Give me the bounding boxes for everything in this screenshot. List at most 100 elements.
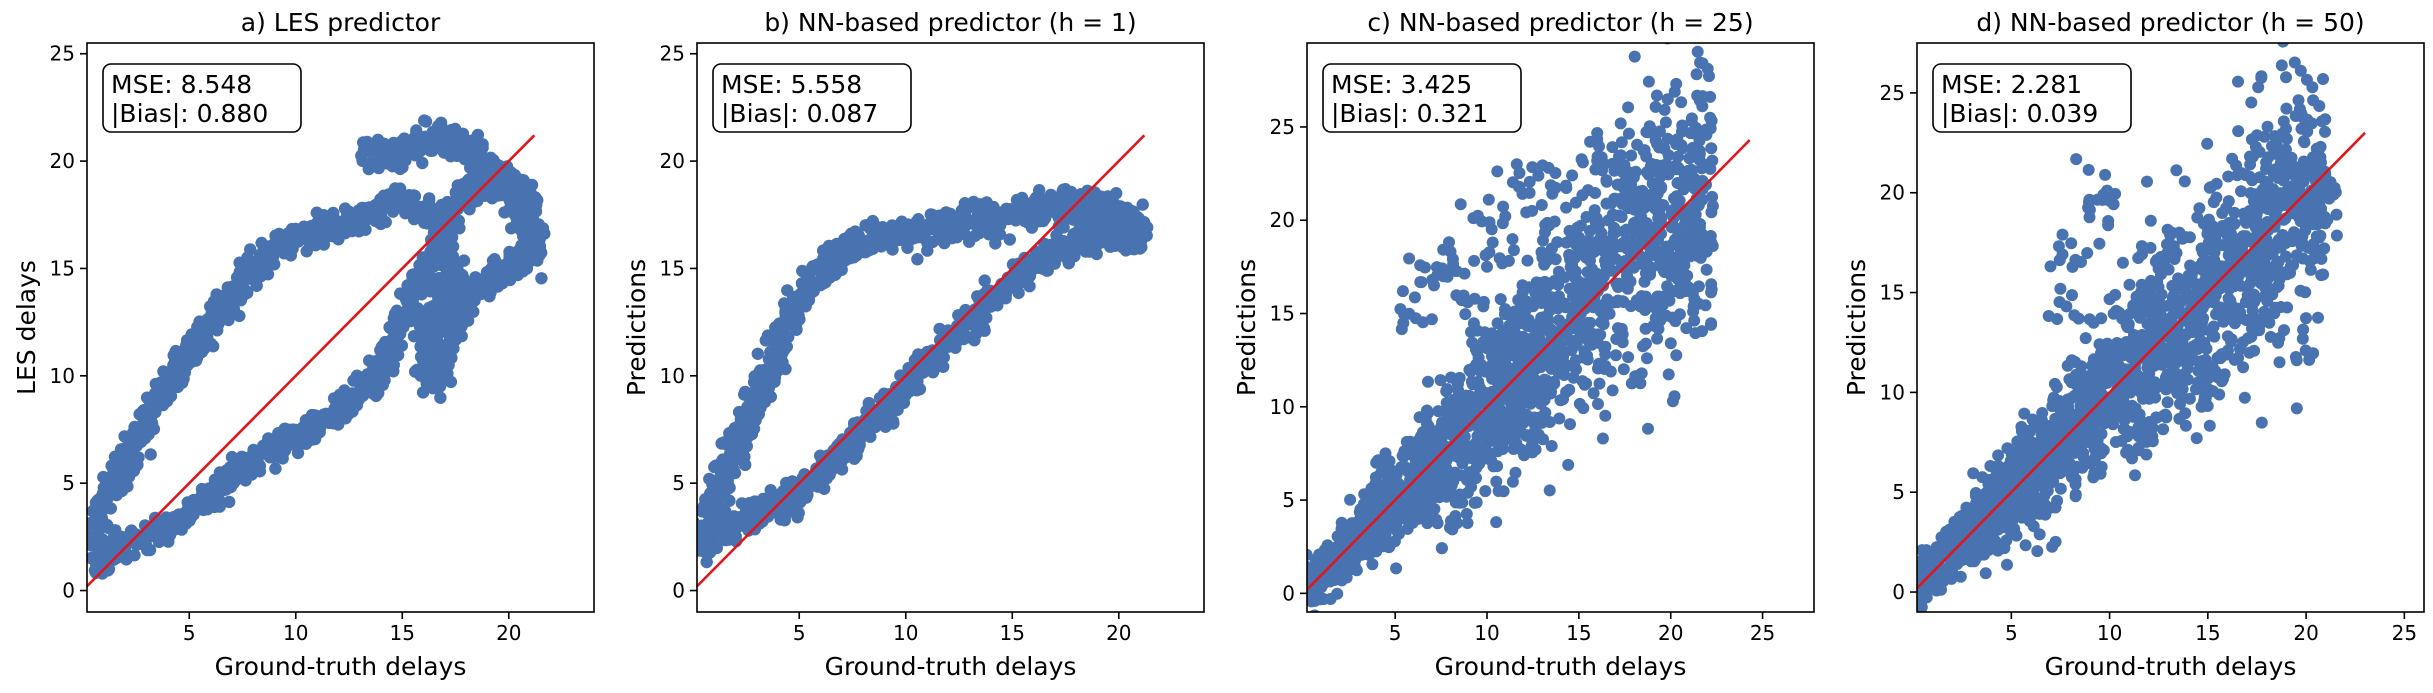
bias-label: |Bias|: 0.087: [721, 99, 878, 128]
data-point: [1491, 460, 1504, 473]
data-point: [751, 380, 764, 393]
data-point: [912, 230, 925, 244]
data-point: [846, 434, 859, 447]
data-point: [1587, 387, 1600, 400]
data-point: [1119, 221, 1132, 234]
data-point: [128, 549, 141, 562]
data-point: [419, 115, 433, 128]
data-point: [431, 310, 444, 323]
data-point: [722, 461, 736, 474]
data-point: [887, 417, 900, 430]
data-point: [1658, 103, 1671, 116]
data-point: [1449, 421, 1462, 434]
data-point: [250, 464, 263, 477]
data-point: [476, 138, 489, 151]
data-point: [1497, 485, 1510, 498]
x-tick-label: 10: [893, 621, 918, 645]
data-point: [838, 451, 852, 464]
data-point: [536, 222, 550, 235]
data-point: [201, 313, 214, 326]
plot-frame: [86, 42, 595, 613]
data-point: [1651, 332, 1664, 345]
data-point: [468, 167, 481, 180]
data-point: [1012, 286, 1025, 300]
data-point: [1624, 300, 1637, 313]
data-point: [499, 166, 512, 180]
data-point: [762, 352, 776, 366]
data-point: [138, 413, 151, 426]
data-point: [1094, 221, 1107, 234]
data-point: [137, 424, 150, 438]
data-point: [1557, 297, 1570, 310]
data-point: [1044, 188, 1058, 202]
data-point: [355, 149, 368, 162]
data-point: [1510, 437, 1523, 449]
data-point: [249, 271, 262, 284]
stats-box: [712, 63, 912, 133]
data-point: [776, 485, 790, 498]
data-point: [526, 190, 540, 203]
data-point: [425, 211, 439, 224]
data-point: [1136, 198, 1149, 211]
data-point: [1526, 369, 1539, 382]
scatter-series: [1307, 43, 1719, 612]
data-point: [1567, 335, 1580, 348]
data-point: [1070, 193, 1083, 206]
data-point: [1690, 68, 1703, 81]
data-point: [332, 418, 345, 431]
data-point: [429, 357, 442, 370]
data-point: [1670, 349, 1683, 362]
data-point: [1041, 264, 1054, 277]
data-point: [1642, 75, 1655, 88]
data-point: [781, 284, 794, 297]
data-point: [1562, 458, 1575, 471]
data-point: [303, 224, 316, 238]
data-point: [375, 154, 388, 167]
data-point: [127, 464, 141, 477]
data-point: [387, 365, 400, 378]
data-point: [1392, 527, 1405, 540]
data-point: [958, 320, 971, 334]
data-point: [1705, 142, 1718, 155]
data-point: [395, 339, 409, 352]
data-point: [773, 317, 787, 330]
data-point: [1641, 352, 1653, 365]
data-point: [1067, 239, 1081, 252]
data-point: [1650, 89, 1663, 102]
data-point: [1354, 524, 1367, 537]
data-point: [535, 272, 548, 285]
panel-b: b) NN-based predictor (h = 1)5 10 15 200510…: [622, 8, 1205, 681]
data-point: [800, 273, 813, 286]
data-point: [958, 197, 972, 210]
data-point: [958, 227, 971, 241]
y-axis-label: Predictions: [622, 259, 651, 396]
y-tick-label: 15: [50, 256, 75, 280]
data-point: [269, 462, 282, 475]
data-point: [236, 290, 249, 303]
data-point: [1582, 234, 1595, 247]
data-point: [401, 191, 415, 204]
data-point: [1639, 337, 1652, 350]
data-point: [317, 209, 330, 222]
data-point: [1428, 503, 1441, 515]
data-point: [1659, 116, 1672, 129]
data-point: [1706, 200, 1719, 212]
data-point: [700, 555, 713, 569]
y-tick-label: 0: [672, 579, 685, 603]
data-point: [1703, 157, 1716, 170]
data-point: [1639, 304, 1652, 316]
data-point: [1668, 163, 1681, 176]
data-point: [1592, 398, 1604, 410]
data-point: [1078, 208, 1091, 221]
data-point: [1553, 412, 1566, 425]
data-point: [1136, 230, 1149, 243]
data-point: [434, 391, 447, 404]
data-point: [914, 350, 927, 363]
data-point: [777, 345, 790, 358]
data-point: [741, 506, 754, 520]
data-point: [286, 231, 299, 244]
data-point: [207, 498, 221, 511]
data-point: [1582, 316, 1594, 329]
data-point: [1580, 211, 1593, 223]
data-point: [802, 481, 815, 495]
